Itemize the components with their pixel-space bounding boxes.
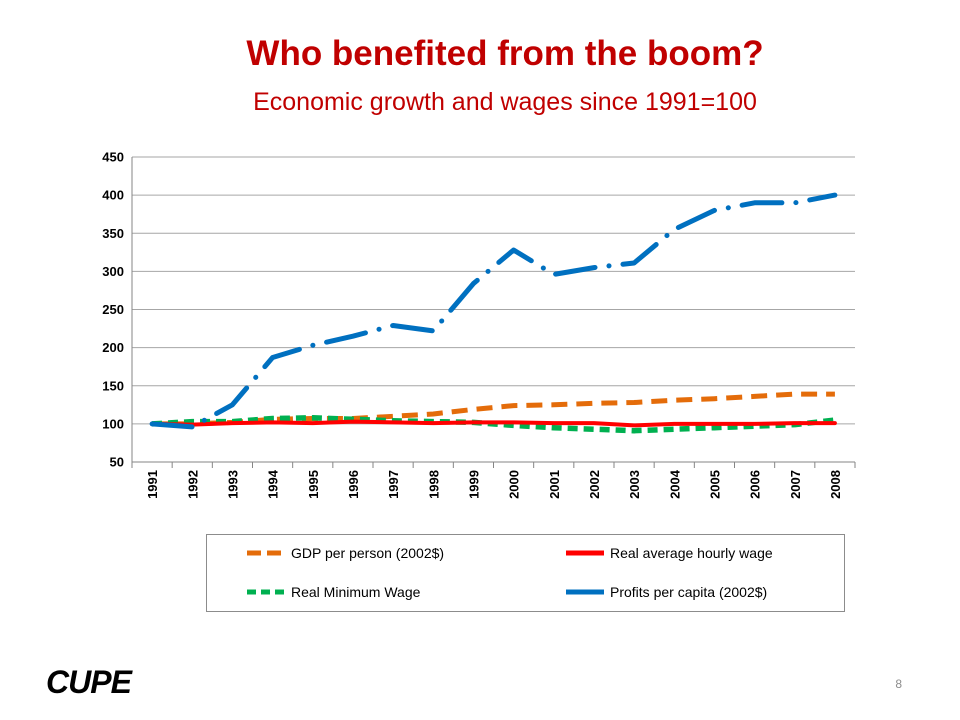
x-tick-label: 2007 — [788, 470, 803, 499]
cupe-logo: CUPE — [46, 664, 132, 700]
y-tick-label: 150 — [102, 378, 124, 393]
y-tick-label: 250 — [102, 302, 124, 317]
x-tick-label: 2008 — [828, 470, 843, 499]
y-tick-label: 400 — [102, 188, 124, 203]
y-tick-label: 100 — [102, 416, 124, 431]
y-tick-label: 350 — [102, 226, 124, 241]
x-tick-label: 2006 — [748, 470, 763, 499]
legend-item-minimum-wage: Real Minimum Wage — [245, 584, 420, 600]
legend-swatch-profits — [566, 589, 604, 595]
slide-subtitle: Economic growth and wages since 1991=100 — [253, 88, 757, 116]
x-tick-label: 1991 — [145, 470, 160, 499]
series-lines — [149, 192, 838, 434]
legend-item-hourly-wage: Real average hourly wage — [564, 545, 773, 561]
x-tick-label: 1996 — [346, 470, 361, 499]
legend-label-gdp: GDP per person (2002$) — [291, 545, 445, 561]
legend-swatch-gdp — [247, 550, 285, 556]
axes — [131, 157, 856, 468]
page-number: 8 — [895, 677, 902, 691]
grid-lines — [132, 156, 855, 463]
x-tick-label: 2002 — [587, 470, 602, 499]
slide-title: Who benefited from the boom? — [246, 34, 764, 73]
series-line-profits — [149, 192, 838, 430]
y-tick-label: 450 — [102, 150, 124, 165]
x-tick-label: 1994 — [266, 469, 281, 499]
series-line-hourly-wage — [150, 419, 837, 428]
x-tick-label: 1995 — [306, 470, 321, 499]
legend-label-minimum-wage: Real Minimum Wage — [291, 584, 421, 600]
tick-labels: 50 100 150 200 250 300 350 400 450 1991 1992 1993 19… — [102, 150, 843, 499]
legend-label-profits: Profits per capita (2002$) — [610, 584, 768, 600]
x-tick-label: 2003 — [627, 470, 642, 499]
x-tick-label: 1998 — [426, 470, 441, 499]
x-tick-label: 2004 — [667, 469, 682, 499]
y-tick-label: 300 — [102, 264, 124, 279]
x-tick-label: 1997 — [386, 470, 401, 499]
y-tick-label: 200 — [102, 340, 124, 355]
x-tick-label: 2000 — [507, 470, 522, 499]
x-tick-label: 1999 — [466, 470, 481, 499]
legend-item-profits: Profits per capita (2002$) — [564, 584, 767, 600]
y-tick-label: 50 — [110, 455, 124, 470]
legend-swatch-minimum-wage — [247, 589, 285, 595]
x-tick-label: 1992 — [185, 470, 200, 499]
x-tick-label: 2001 — [547, 470, 562, 499]
chart-legend: GDP per person (2002$) Real average hour… — [206, 534, 845, 612]
legend-label-hourly-wage: Real average hourly wage — [610, 545, 773, 561]
legend-swatch-hourly-wage — [566, 550, 604, 556]
x-tick-label: 2005 — [707, 470, 722, 499]
legend-item-gdp: GDP per person (2002$) — [245, 545, 444, 561]
x-tick-label: 1993 — [225, 470, 240, 499]
